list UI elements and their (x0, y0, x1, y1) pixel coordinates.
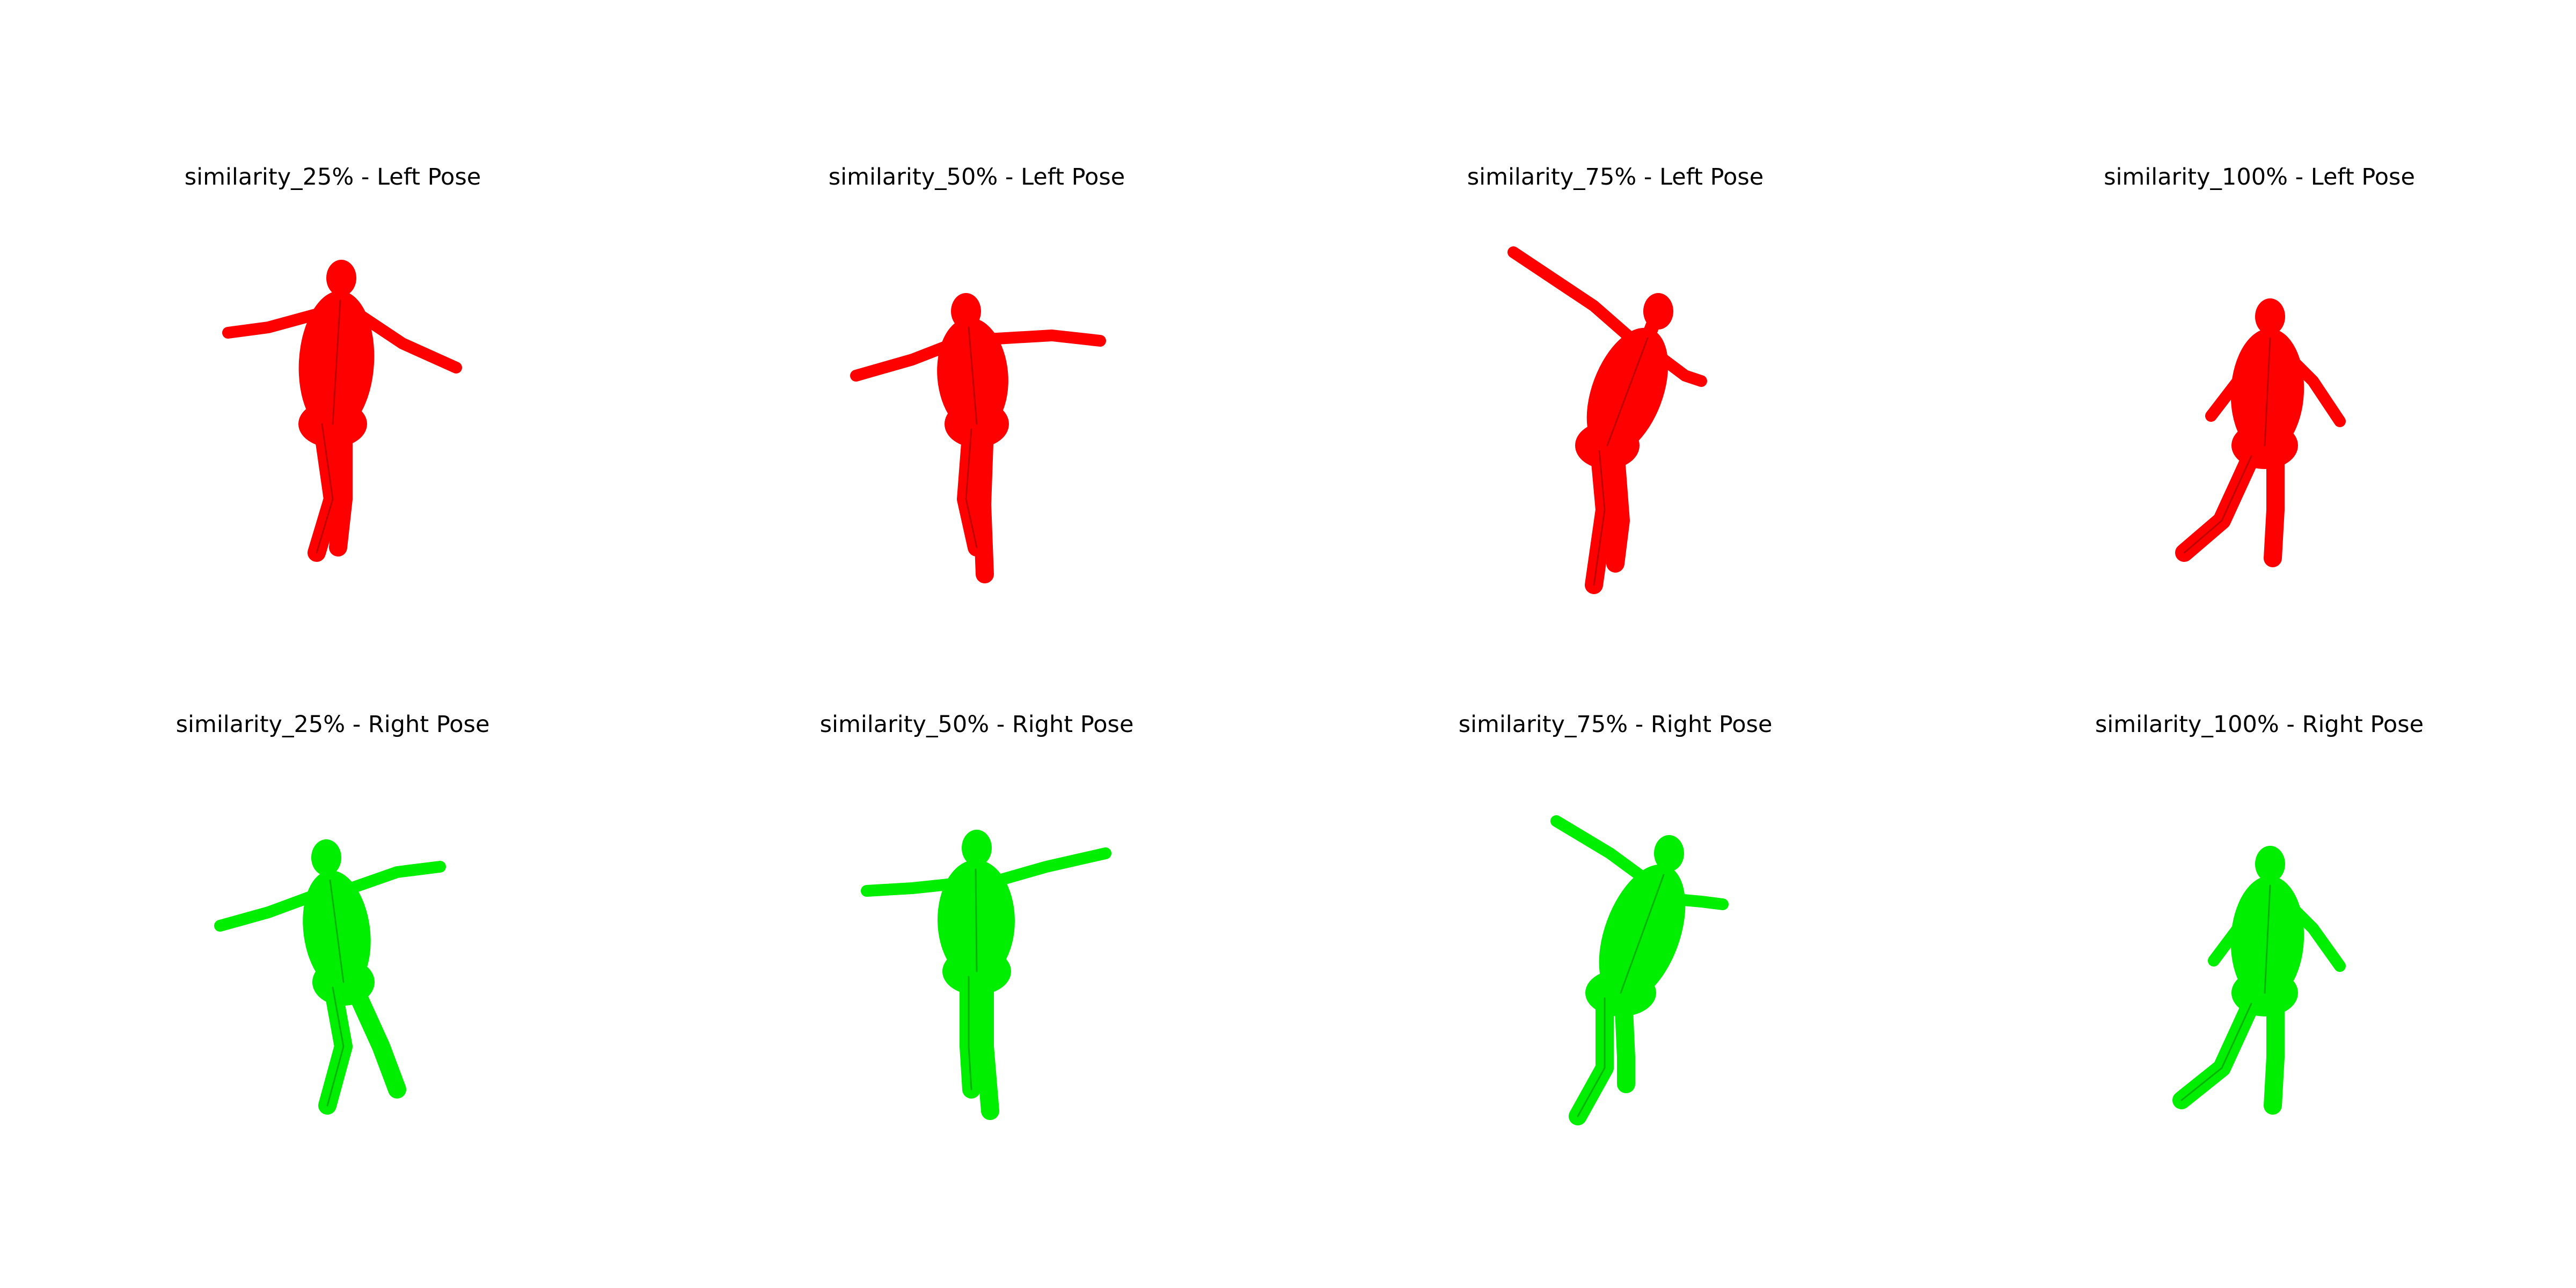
figure-panel: similarity_100% - Right Pose (1937, 708, 2576, 1277)
figure-panel: similarity_100% - Left Pose (1937, 161, 2576, 730)
panel-title: similarity_100% - Left Pose (2104, 164, 2415, 191)
figure-panel: similarity_75% - Right Pose (1293, 708, 1937, 1277)
human-body-mesh (1507, 246, 1707, 594)
panel-title: similarity_50% - Left Pose (828, 164, 1125, 191)
panel-title: similarity_50% - Right Pose (819, 711, 1134, 738)
figure-panel: similarity_25% - Left Pose (11, 161, 655, 730)
panel-title: similarity_75% - Left Pose (1467, 164, 1764, 191)
panel-title: similarity_100% - Right Pose (2095, 711, 2424, 738)
figure-panel: similarity_25% - Right Pose (11, 708, 655, 1277)
human-body-mesh (2175, 298, 2346, 567)
figure-panel: similarity_75% - Left Pose (1293, 161, 1937, 730)
human-body-mesh (850, 293, 1106, 583)
human-body-mesh (214, 839, 446, 1115)
human-body-mesh (2172, 846, 2346, 1115)
human-body-mesh (861, 830, 1111, 1120)
panel-title: similarity_75% - Right Pose (1458, 711, 1773, 738)
figure-panel: similarity_50% - Right Pose (655, 708, 1299, 1277)
human-body-mesh (222, 260, 462, 562)
human-body-mesh (1550, 815, 1729, 1125)
figure-panel: similarity_50% - Left Pose (655, 161, 1299, 730)
panel-title: similarity_25% - Left Pose (184, 164, 481, 191)
panel-title: similarity_25% - Right Pose (175, 711, 490, 738)
